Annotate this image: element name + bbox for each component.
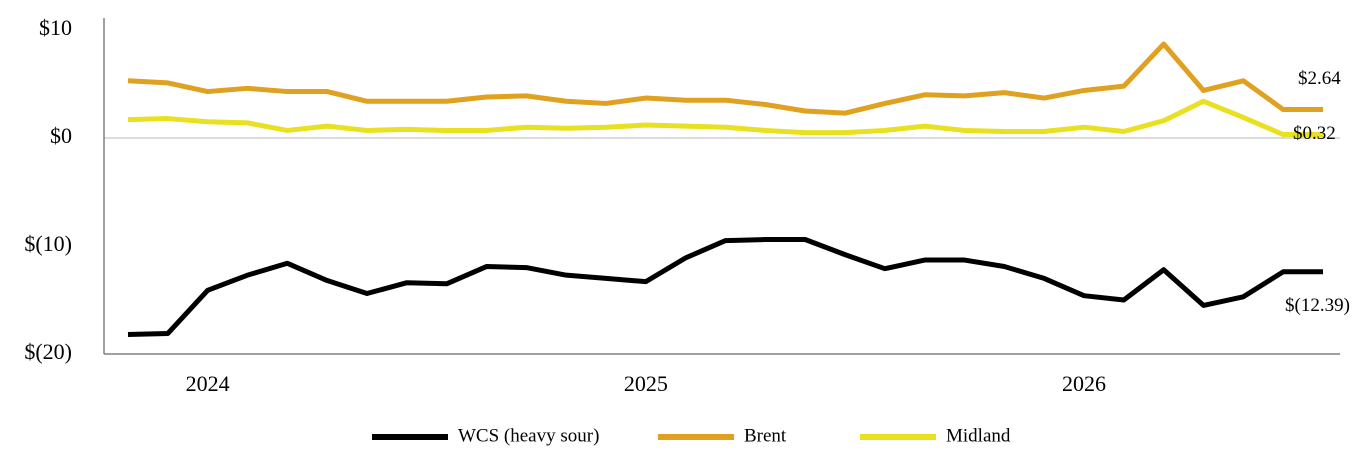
line-series: [127, 41, 1323, 116]
y-tick-label: $(10): [24, 231, 72, 256]
value-label: $0.32: [1293, 123, 1336, 144]
line-series: [127, 237, 1323, 338]
legend-label: Brent: [744, 425, 787, 446]
line-series: [127, 98, 1323, 138]
legend-label: Midland: [946, 425, 1011, 446]
x-tick-label: 2025: [624, 371, 668, 396]
x-tick-label: 2024: [186, 371, 230, 396]
value-label: $(12.39): [1285, 295, 1350, 316]
x-tick-label: 2026: [1062, 371, 1106, 396]
y-tick-label: $(20): [24, 339, 72, 364]
legend-label: WCS (heavy sour): [458, 425, 599, 446]
value-label: $2.64: [1298, 68, 1341, 89]
y-tick-label: $0: [50, 123, 72, 148]
y-tick-label: $10: [39, 15, 72, 40]
